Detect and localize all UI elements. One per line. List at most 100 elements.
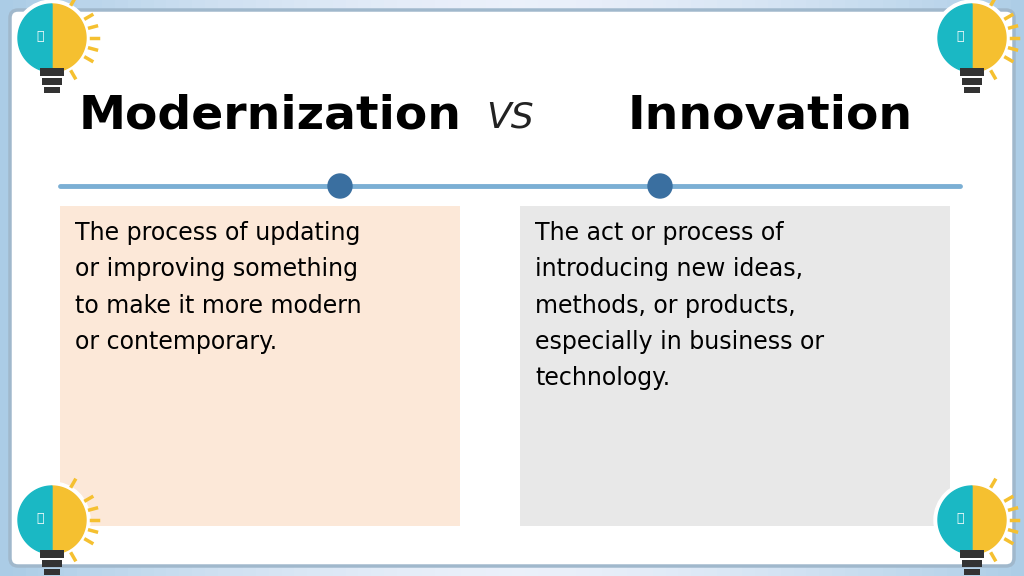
Bar [729,0,743,576]
Text: 🌿: 🌿 [36,511,44,525]
Text: Innovation: Innovation [628,93,912,138]
Bar [0,0,13,576]
Bar [449,0,462,576]
Bar [922,0,935,576]
Bar [40,550,63,558]
Polygon shape [938,486,972,554]
Bar [217,0,231,576]
Bar [115,0,129,576]
Bar [244,0,257,576]
Bar [768,0,781,576]
Bar [90,0,103,576]
Bar [422,0,436,576]
Bar [985,0,999,576]
Circle shape [14,482,90,558]
Bar [166,0,180,576]
Bar [705,0,718,576]
Bar [461,0,474,576]
Bar [947,0,961,576]
Bar [256,0,269,576]
Bar [63,0,78,576]
Bar [896,0,909,576]
Text: 🌿: 🌿 [956,511,964,525]
Bar [962,560,982,567]
Bar [44,569,60,575]
Bar [205,0,218,576]
Bar [346,0,359,576]
Bar [964,87,980,93]
Text: 🌿: 🌿 [956,29,964,43]
Bar [998,0,1012,576]
Bar [410,0,423,576]
Polygon shape [972,486,1006,554]
Bar [371,0,385,576]
Bar [500,0,513,576]
Bar [42,560,62,567]
Bar [128,0,141,576]
Bar [780,0,795,576]
Polygon shape [52,486,86,554]
Bar [141,0,155,576]
Bar [678,0,692,576]
Bar [524,0,539,576]
Bar [794,0,807,576]
Bar [193,0,206,576]
Bar [807,0,820,576]
Bar [307,0,321,576]
Bar [627,0,641,576]
Bar [961,550,984,558]
Bar [230,0,244,576]
Bar [102,0,116,576]
Circle shape [328,174,352,198]
Bar [154,0,167,576]
Bar [333,0,346,576]
Bar [653,0,667,576]
Bar [384,0,397,576]
Bar [961,68,984,76]
Bar [602,0,615,576]
Bar [179,0,193,576]
Polygon shape [972,4,1006,72]
Bar [473,0,487,576]
Bar [51,0,65,576]
Bar [1012,0,1024,576]
Bar [717,0,730,576]
Circle shape [648,174,672,198]
Bar [435,0,449,576]
Bar [870,0,884,576]
Bar [756,0,769,576]
Bar [44,87,60,93]
Bar [962,78,982,85]
Bar [486,0,500,576]
Polygon shape [52,4,86,72]
FancyBboxPatch shape [10,10,1014,566]
Circle shape [14,0,90,76]
Text: The process of updating
or improving something
to make it more modern
or contemp: The process of updating or improving som… [75,221,361,354]
Bar [973,0,986,576]
Bar [640,0,653,576]
Bar [909,0,923,576]
Bar [614,0,628,576]
Bar [666,0,679,576]
Bar [934,0,948,576]
Bar [845,0,858,576]
Text: Modernization: Modernization [79,93,462,138]
Bar [295,0,308,576]
Polygon shape [938,4,972,72]
Bar [831,0,846,576]
Bar [77,0,90,576]
Bar [268,0,283,576]
Bar [961,0,974,576]
Bar [551,0,564,576]
Bar [538,0,551,576]
Bar [512,0,525,576]
Bar [282,0,295,576]
Bar [40,68,63,76]
Bar [358,0,372,576]
Circle shape [934,482,1010,558]
Bar [589,0,602,576]
Bar [42,78,62,85]
Bar [60,206,460,526]
Text: 🌿: 🌿 [36,29,44,43]
Bar [819,0,833,576]
